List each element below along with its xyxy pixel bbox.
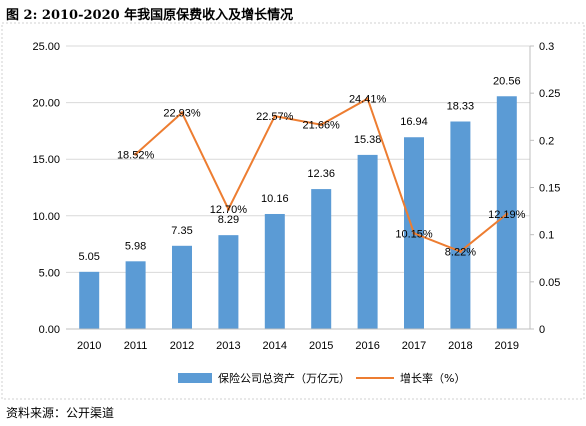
line-point — [134, 152, 138, 156]
line-series — [134, 97, 509, 253]
line-value-label: 10.15% — [395, 228, 433, 240]
bar-value-label: 5.98 — [125, 240, 146, 252]
line-point — [319, 123, 323, 127]
y-left-tick-label: 20.00 — [32, 98, 60, 110]
x-tick-label: 2014 — [263, 340, 287, 352]
x-axis: 2010 2011 2012 2013 2014 2015 2016 2017 2018 2019 — [66, 328, 530, 352]
legend: 保险公司总资产（万亿元） 增长率（%） — [178, 371, 465, 385]
bar — [450, 121, 471, 330]
line-point — [226, 207, 230, 211]
y-left-tick-label: 25.00 — [32, 41, 60, 53]
bar — [125, 261, 146, 329]
source-note: 资料来源：公开渠道 — [6, 406, 115, 420]
x-tick-label: 2016 — [355, 340, 379, 352]
right-axis: 0 0.05 0.1 0.15 0.2 0.25 0.3 — [529, 41, 560, 336]
x-tick-label: 2013 — [216, 340, 240, 352]
y-right-tick-label: 0.2 — [539, 135, 554, 147]
bar — [79, 271, 100, 329]
bar — [218, 235, 239, 329]
x-tick-label: 2019 — [495, 340, 519, 352]
line-point — [458, 249, 462, 253]
x-tick-label: 2018 — [448, 340, 472, 352]
bar-value-label: 12.36 — [307, 168, 335, 180]
y-right-tick-label: 0.25 — [539, 88, 560, 100]
bar-value-label: 15.38 — [354, 134, 382, 146]
y-left-tick-label: 5.00 — [39, 267, 60, 279]
chart-frame — [1, 22, 585, 400]
bar — [172, 245, 192, 329]
y-right-tick-label: 0.15 — [539, 183, 560, 195]
line-value-label: 24.41% — [349, 94, 387, 106]
line-value-label: 8.22% — [445, 246, 476, 258]
bar-value-label: 8.29 — [218, 214, 239, 226]
line-point — [412, 231, 416, 235]
bar — [311, 189, 332, 329]
y-right-tick-label: 0.1 — [539, 230, 554, 242]
bar-value-label: 18.33 — [447, 101, 475, 113]
bar-data-labels: 5.05 5.98 7.35 8.29 10.16 12.36 15.38 16.94 18.3… — [78, 75, 520, 263]
bar-value-label: 10.16 — [261, 193, 289, 205]
x-tick-label: 2015 — [309, 340, 333, 352]
bar-value-label: 7.35 — [171, 225, 192, 237]
bar — [264, 213, 285, 329]
y-left-tick-label: 0.00 — [39, 324, 60, 336]
line-value-label: 18.52% — [117, 149, 155, 161]
line-value-label: 12.70% — [210, 204, 248, 216]
left-axis: 0.00 5.00 10.00 15.00 20.00 25.00 — [32, 41, 60, 336]
bar-series — [79, 96, 517, 330]
y-left-tick-label: 15.00 — [32, 154, 60, 166]
figure-title: 图 2: 2010-2020 年我国原保费收入及增长情况 — [6, 8, 294, 23]
x-tick-label: 2010 — [77, 340, 101, 352]
line-data-labels: 18.52% 22.93% 12.70% 22.57% 21.66% 24.41% 10.1… — [117, 94, 526, 259]
legend-bar-swatch — [178, 373, 212, 383]
line-point — [180, 111, 184, 115]
legend-bar-label: 保险公司总资产（万亿元） — [218, 371, 350, 385]
line-point — [505, 212, 509, 216]
line-value-label: 22.57% — [256, 111, 294, 123]
line-value-label: 21.66% — [303, 120, 341, 132]
line-point — [273, 114, 277, 118]
line-value-label: 12.19% — [488, 209, 526, 221]
x-tick-label: 2012 — [170, 340, 194, 352]
x-tick-label: 2011 — [124, 340, 148, 352]
bar-value-label: 16.94 — [400, 116, 428, 128]
line-value-label: 22.93% — [163, 108, 201, 120]
y-right-tick-label: 0.05 — [539, 277, 560, 289]
x-tick-label: 2017 — [402, 340, 426, 352]
legend-line-label: 增长率（%） — [400, 371, 465, 385]
y-left-tick-label: 10.00 — [32, 211, 60, 223]
bar — [357, 154, 378, 329]
y-right-tick-label: 0.3 — [539, 41, 554, 53]
y-right-tick-label: 0 — [539, 324, 545, 336]
bar-value-label: 20.56 — [493, 75, 521, 87]
bar-value-label: 5.05 — [78, 251, 99, 263]
line-point — [366, 97, 370, 101]
